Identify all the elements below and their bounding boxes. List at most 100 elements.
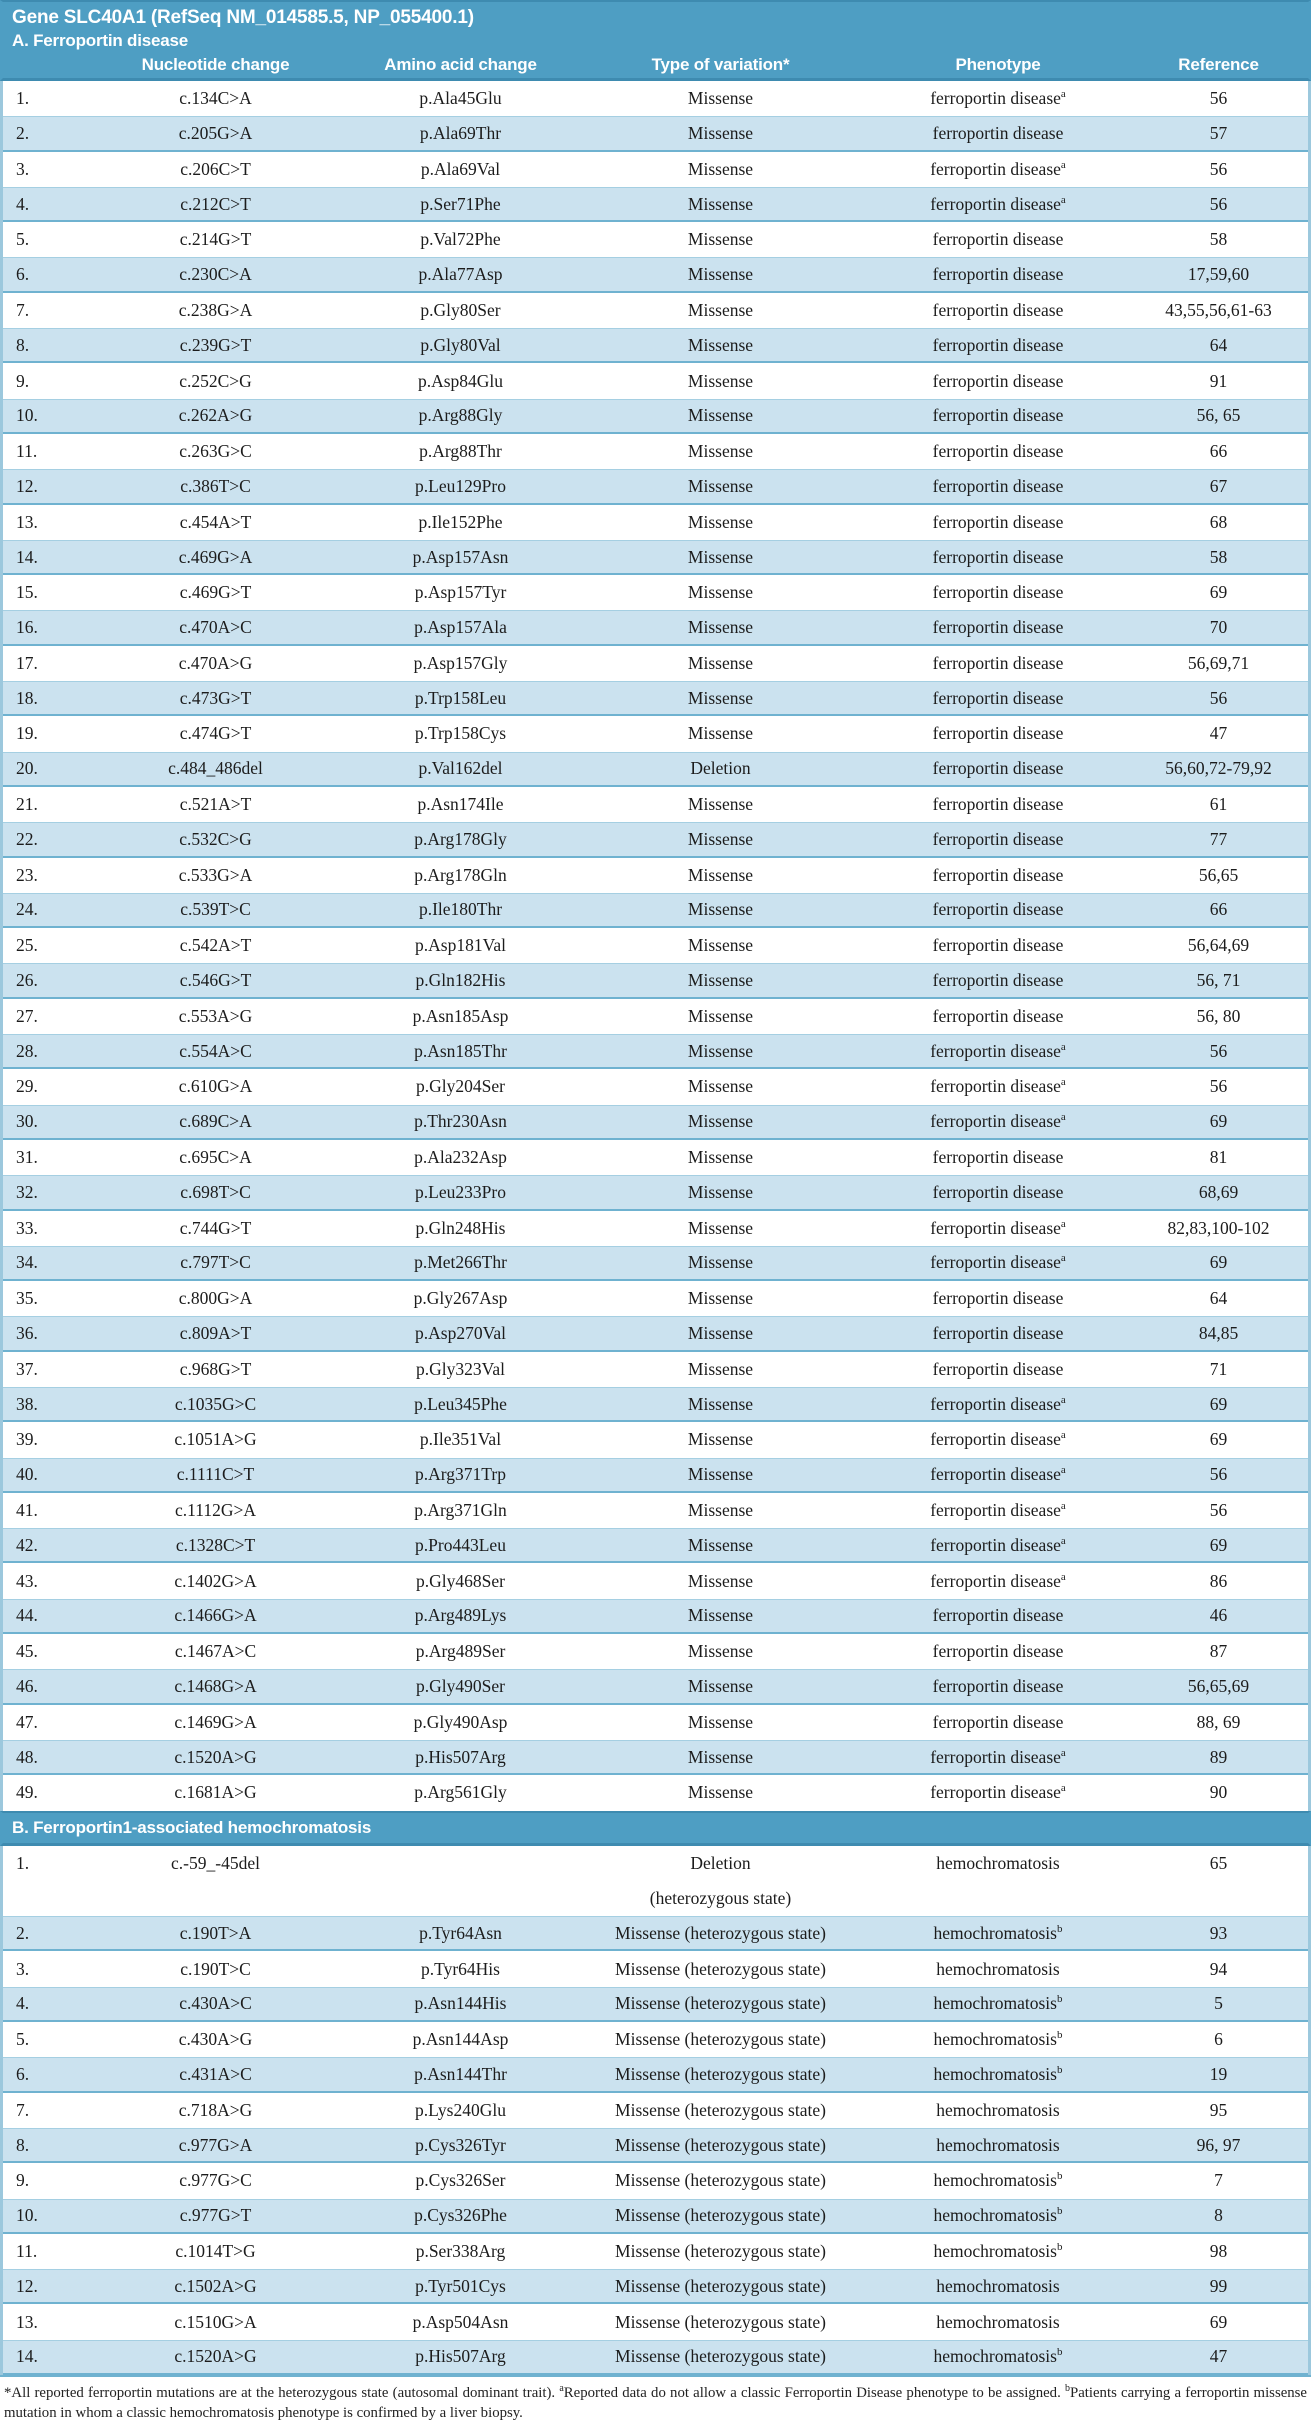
row-number-cell: 25. bbox=[16, 935, 38, 956]
row-number-cell: 40. bbox=[16, 1464, 38, 1485]
phenotype-superscript: a bbox=[1060, 1500, 1066, 1513]
table-row: 5. c.430A>G p.Asn144Asp Missense (heterozyg… bbox=[3, 2022, 1308, 2058]
nucleotide-cell: c.977G>C bbox=[179, 2170, 252, 2191]
table-row: 1. c.134C>A p.Ala45Glu Missense ferroportin … bbox=[3, 81, 1308, 117]
amino-acid-cell: p.Gly323Val bbox=[416, 1358, 505, 1379]
nucleotide-cell: c.1014T>G bbox=[175, 2240, 256, 2261]
reference-cell: 56,65 bbox=[1198, 864, 1239, 885]
variation-type-line1: Missense bbox=[687, 794, 754, 815]
phenotype-superscript: b bbox=[1056, 2205, 1063, 2218]
reference-cell: 87 bbox=[1209, 1641, 1228, 1662]
phenotype-cell: ferroportin disease bbox=[932, 1676, 1064, 1696]
row-number-cell: 48. bbox=[16, 1746, 38, 1767]
nucleotide-cell: c.797T>C bbox=[180, 1252, 251, 1273]
phenotype-cell: ferroportin diseasea bbox=[930, 88, 1066, 109]
reference-cell: 56,69,71 bbox=[1187, 652, 1250, 673]
variation-type-cell: Missense bbox=[568, 405, 873, 426]
amino-acid-cell: p.Arg88Gly bbox=[418, 405, 503, 426]
reference-cell: 56 bbox=[1209, 193, 1228, 214]
nucleotide-cell: c.533G>A bbox=[178, 864, 253, 885]
row-number-cell: 37. bbox=[16, 1358, 38, 1379]
nucleotide-cell: c.539T>C bbox=[180, 899, 251, 920]
reference-cell: 8 bbox=[1214, 2205, 1223, 2226]
table-row: 1. c.-59_-45del Deletion (heterozygous stat… bbox=[3, 1845, 1308, 1917]
amino-acid-cell: p.Arg371Gln bbox=[414, 1500, 507, 1521]
table-row: 3. c.206C>T p.Ala69Val Missense ferroportin … bbox=[3, 151, 1308, 187]
amino-acid-cell: p.Ile152Phe bbox=[418, 511, 503, 532]
reference-cell: 69 bbox=[1209, 1534, 1228, 1555]
table-row: 33. c.744G>T p.Gln248His Missense ferroporti… bbox=[3, 1210, 1308, 1246]
variation-type-line1: Missense bbox=[687, 1147, 754, 1168]
reference-cell: 6 bbox=[1214, 2029, 1223, 2050]
variation-type-cell: Missense bbox=[568, 1605, 873, 1626]
amino-acid-cell: p.Asn144Asp bbox=[412, 2029, 509, 2050]
row-number-cell: 7. bbox=[16, 2099, 30, 2120]
amino-acid-cell: p.Arg178Gly bbox=[414, 828, 507, 849]
variation-type-line1: Missense (heterozygous state) bbox=[615, 2311, 826, 2332]
nucleotide-cell: c.-59_-45del bbox=[171, 1852, 260, 1873]
table-row: 4. c.430A>C p.Asn144His Missense (heterozyg… bbox=[3, 1986, 1308, 2023]
phenotype-cell: ferroportin disease bbox=[932, 794, 1064, 815]
variation-type-line1: Missense (heterozygous state) bbox=[615, 2029, 826, 2050]
table-row: 23. c.533G>A p.Arg178Gln Missense ferroporti… bbox=[3, 857, 1308, 893]
phenotype-cell: ferroportin disease bbox=[932, 617, 1064, 638]
variation-type-line1: Missense bbox=[687, 475, 754, 496]
amino-acid-cell: p.Val72Phe bbox=[420, 229, 501, 250]
nucleotide-cell: c.977G>A bbox=[178, 2134, 253, 2155]
variation-type-line1: Missense bbox=[687, 1676, 754, 1696]
row-number-cell: 1. bbox=[16, 88, 30, 109]
table-row: 6. c.230C>A p.Ala77Asp Missense ferroportin … bbox=[3, 257, 1308, 293]
amino-acid-cell: p.Asp84Glu bbox=[417, 370, 504, 391]
row-number-cell: 5. bbox=[16, 229, 30, 250]
reference-cell: 66 bbox=[1209, 899, 1228, 920]
nucleotide-cell: c.744G>T bbox=[179, 1217, 252, 1238]
reference-cell: 69 bbox=[1209, 582, 1228, 603]
row-number-cell: 39. bbox=[16, 1429, 38, 1450]
footnote: *All reported ferroportin mutations are … bbox=[0, 2375, 1311, 2431]
table-row: 2. c.205G>A p.Ala69Thr Missense ferroportin … bbox=[3, 116, 1308, 152]
row-number-cell: 18. bbox=[16, 687, 38, 708]
phenotype-cell: ferroportin diseasea bbox=[930, 1464, 1066, 1485]
variation-type-line1: Missense bbox=[687, 1358, 754, 1379]
table-row: 14. c.469G>A p.Asp157Asn Missense ferroporti… bbox=[3, 539, 1308, 576]
col-amino-acid-change: Amino acid change bbox=[384, 55, 537, 74]
row-number-cell: 3. bbox=[16, 158, 30, 179]
nucleotide-cell: c.1466G>A bbox=[174, 1605, 257, 1626]
phenotype-superscript: a bbox=[1060, 1570, 1066, 1583]
nucleotide-cell: c.262A>G bbox=[178, 405, 253, 426]
phenotype-cell: ferroportin disease bbox=[932, 935, 1064, 956]
nucleotide-cell: c.532C>G bbox=[179, 828, 252, 849]
nucleotide-cell: c.430A>G bbox=[178, 2029, 253, 2050]
row-number-cell: 28. bbox=[16, 1040, 38, 1061]
table-row: 21. c.521A>T p.Asn174Ile Missense ferroporti… bbox=[3, 786, 1308, 823]
table-row: 38. c.1035G>C p.Leu345Phe Missense ferroport… bbox=[3, 1386, 1308, 1423]
nucleotide-cell: c.1035G>C bbox=[174, 1393, 257, 1414]
variation-type-line1: Missense bbox=[687, 122, 754, 143]
variation-type-cell: Missense (heterozygous state) bbox=[568, 2100, 873, 2121]
phenotype-superscript: a bbox=[1060, 1746, 1066, 1759]
phenotype-cell: hemochromatosisb bbox=[933, 2170, 1063, 2191]
nucleotide-cell: c.190T>C bbox=[180, 1958, 251, 1979]
nucleotide-cell: c.553A>G bbox=[178, 1005, 253, 1026]
amino-acid-cell: p.Trp158Leu bbox=[414, 687, 507, 708]
amino-acid-cell: p.Asp157Asn bbox=[412, 546, 509, 567]
reference-cell: 71 bbox=[1209, 1358, 1228, 1379]
table-row: 43. c.1402G>A p.Gly468Ser Missense ferroport… bbox=[3, 1563, 1308, 1599]
row-number-cell: 13. bbox=[16, 511, 38, 532]
variation-type-cell: Missense bbox=[568, 1464, 873, 1485]
variation-type-cell: Missense bbox=[568, 300, 873, 321]
phenotype-superscript: a bbox=[1060, 1217, 1066, 1230]
amino-acid-cell: p.Lys240Glu bbox=[415, 2099, 506, 2120]
amino-acid-cell: p.Gln248His bbox=[415, 1217, 506, 1238]
phenotype-cell: ferroportin disease bbox=[932, 511, 1064, 532]
phenotype-superscript: b bbox=[1056, 2170, 1063, 2183]
table-row: 9. c.977G>C p.Cys326Ser Missense (heterozyg… bbox=[3, 2163, 1308, 2199]
variation-type-line1: Missense bbox=[687, 158, 754, 179]
nucleotide-cell: c.469G>A bbox=[178, 546, 253, 567]
reference-cell: 95 bbox=[1209, 2099, 1228, 2120]
row-number-cell: 44. bbox=[16, 1605, 38, 1626]
row-number-cell: 32. bbox=[16, 1181, 38, 1202]
amino-acid-cell: p.Asp181Val bbox=[415, 935, 506, 956]
reference-cell: 56 bbox=[1209, 88, 1228, 109]
variation-type-line1: Missense bbox=[687, 899, 754, 920]
